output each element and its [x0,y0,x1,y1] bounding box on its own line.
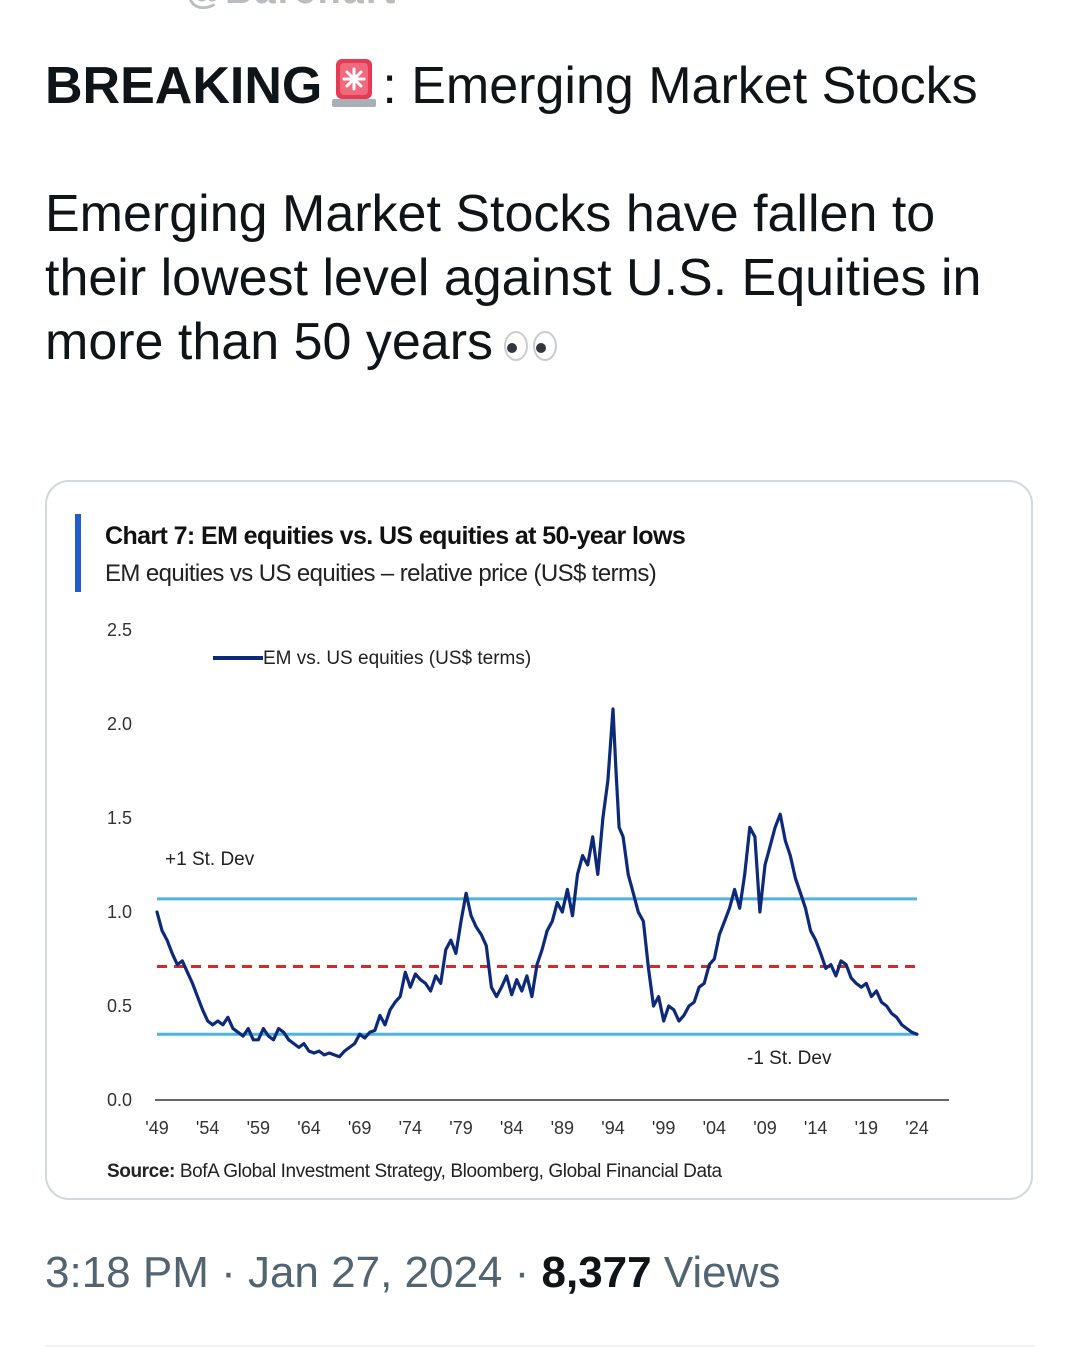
chart-subtitle: EM equities vs US equities – relative pr… [105,560,657,587]
tweet-body-text: Emerging Market Stocks have fallen to th… [45,185,982,371]
x-tick-label: '04 [703,1118,726,1138]
headline-rest: : Emerging Market Stocks [382,57,978,115]
source-label: Source: [107,1161,175,1182]
x-tick-label: '64 [297,1118,320,1138]
x-tick-label: '74 [399,1118,422,1138]
line-chart: 0.0 0.5 1.0 1.5 2.0 2.5 '49 '54 '59 '64 '69 '74 '79 '… [107,620,949,1138]
source-text: BofA Global Investment Strategy, Bloombe… [174,1161,722,1182]
x-tick-label: '99 [652,1118,675,1138]
x-tick-label: '24 [905,1118,928,1138]
chart-accent-bar [75,514,81,592]
tweet-headline: BREAKING : Emerging Market Stocks [45,54,1045,118]
views-label: Views [651,1248,781,1297]
plus-one-std-dev-label: +1 St. Dev [165,849,255,870]
x-tick-label: '59 [247,1118,270,1138]
eyes-icon [504,331,558,361]
y-tick-label: 0.0 [107,1090,132,1110]
x-tick-label: '69 [348,1118,371,1138]
x-tick-label: '89 [551,1118,574,1138]
chart-source: Source: BofA Global Investment Strategy,… [107,1161,722,1183]
legend-label: EM vs. US equities (US$ terms) [263,648,531,669]
y-tick-label: 2.5 [107,620,132,640]
y-tick-label: 2.0 [107,714,132,734]
x-tick-label: '94 [601,1118,624,1138]
x-tick-label: '54 [196,1118,219,1138]
views-count: 8,377 [541,1248,652,1297]
x-tick-label: '14 [804,1118,827,1138]
em-vs-us-series-line [155,707,919,1059]
tweet-body: Emerging Market Stocks have fallen to th… [45,182,1045,374]
tweet-text: BREAKING : Emerging Market Stocks Emergin… [45,54,1045,374]
divider [45,1345,1035,1347]
breaking-label: BREAKING [45,57,323,115]
x-tick-label: '19 [855,1118,878,1138]
x-tick-label: '84 [500,1118,523,1138]
tweet-timestamp[interactable]: 3:18 PM · Jan 27, 2024 · [45,1248,542,1297]
y-tick-label: 0.5 [107,996,132,1016]
tweet-meta: 3:18 PM · Jan 27, 2024 · 8,377 Views [45,1248,780,1298]
chart-title: Chart 7: EM equities vs. US equities at … [105,522,686,550]
chart-image-card[interactable]: Chart 7: EM equities vs. US equities at … [45,480,1033,1200]
x-tick-label: '79 [449,1118,472,1138]
minus-one-std-dev-label: -1 St. Dev [747,1048,832,1069]
rotating-light-icon [332,59,377,107]
y-tick-label: 1.0 [107,902,132,922]
x-tick-label: '09 [753,1118,776,1138]
y-tick-label: 1.5 [107,808,132,828]
cropped-header-text: @Barchart [186,0,397,13]
x-tick-label: '49 [145,1118,168,1138]
